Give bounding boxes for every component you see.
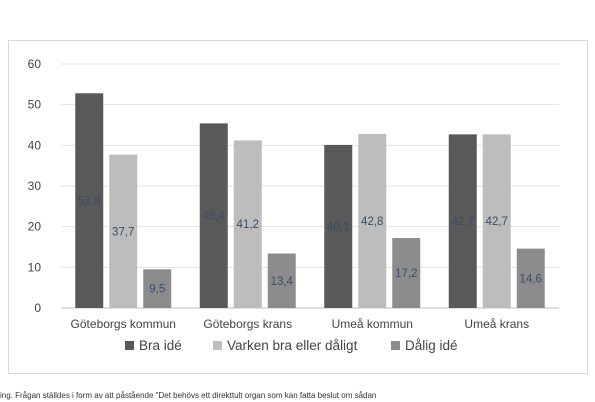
legend-swatch [213, 341, 222, 350]
y-tick-label: 60 [28, 57, 42, 71]
bar-bra-id- [448, 134, 477, 308]
y-tick-label: 10 [28, 260, 42, 274]
data-label: 45,4 [203, 211, 226, 223]
bar-bra-id- [199, 123, 228, 308]
data-label: 40,1 [327, 221, 349, 233]
data-label: 37,7 [112, 226, 134, 238]
chart-frame: 0 10 20 30 40 50 60 52,8 37,7 9,5 Göteborgs kommun… [8, 40, 588, 374]
y-tick-label: 40 [28, 138, 42, 152]
data-label: 9,5 [149, 284, 165, 296]
bar-bra-id- [324, 144, 353, 308]
y-tick-label: 20 [28, 220, 42, 234]
category-label: Umeå kommun [332, 317, 413, 331]
bar-varken-bra-eller-d-ligt [482, 134, 511, 308]
legend-swatch [391, 341, 400, 350]
bar-d-lig-id- [516, 248, 545, 308]
bar-varken-bra-eller-d-ligt [358, 133, 387, 308]
data-label: 17,2 [395, 268, 417, 280]
data-label: 42,8 [361, 216, 383, 228]
legend-swatch [125, 341, 134, 350]
y-tick-label: 30 [28, 179, 42, 193]
data-label: 42,7 [486, 216, 508, 228]
bar-d-lig-id- [143, 269, 172, 308]
data-label: 41,2 [237, 219, 259, 231]
category-label: Göteborgs krans [203, 317, 292, 331]
bar-d-lig-id- [267, 253, 296, 308]
bar-d-lig-id- [392, 238, 421, 308]
y-tick-label: 50 [28, 98, 42, 112]
legend-label: Varken bra eller dåligt [227, 338, 358, 353]
data-label: 42,7 [452, 216, 474, 228]
bar-varken-bra-eller-d-ligt [109, 154, 138, 308]
data-label: 14,6 [520, 273, 542, 285]
figure-caption: ing. Frågan ställdes i form av att påstå… [0, 391, 377, 400]
category-label: Umeå krans [464, 317, 529, 331]
bar-bra-id- [75, 93, 104, 308]
legend-label: Bra idé [139, 338, 182, 353]
category-label: Göteborgs kommun [71, 317, 176, 331]
data-label: 13,4 [271, 276, 294, 288]
bar-chart: 0 10 20 30 40 50 60 52,8 37,7 9,5 Göteborgs kommun… [28, 57, 559, 353]
data-label: 52,8 [78, 196, 100, 208]
y-tick-label: 0 [34, 301, 41, 315]
legend-label: Dålig idé [405, 338, 458, 353]
bar-varken-bra-eller-d-ligt [233, 140, 262, 308]
